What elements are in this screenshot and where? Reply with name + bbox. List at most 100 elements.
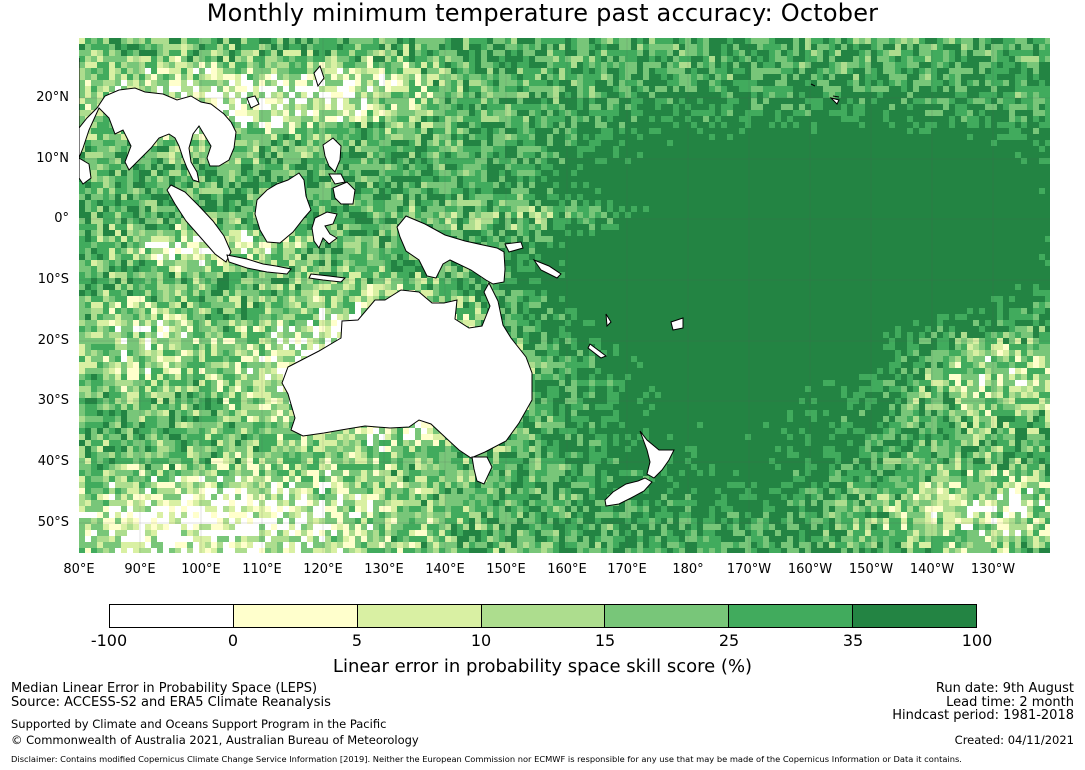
- skill-cell: [937, 206, 944, 213]
- skill-cell: [1045, 170, 1050, 177]
- skill-cell: [421, 128, 428, 135]
- skill-cell: [385, 110, 392, 117]
- skill-cell: [559, 200, 566, 207]
- skill-cell: [757, 122, 764, 129]
- skill-score-map[interactable]: [79, 38, 1050, 553]
- skill-cell: [829, 206, 836, 213]
- skill-cell: [277, 176, 284, 183]
- skill-cell: [451, 218, 458, 225]
- skill-cell: [1039, 176, 1046, 183]
- skill-cell: [919, 164, 926, 171]
- skill-cell: [787, 134, 794, 141]
- skill-cell: [1045, 98, 1050, 105]
- skill-cell: [109, 146, 116, 153]
- skill-cell: [937, 128, 944, 135]
- skill-cell: [385, 188, 392, 195]
- skill-cell: [829, 44, 836, 51]
- skill-cell: [955, 44, 962, 51]
- skill-cell: [319, 158, 326, 165]
- skill-cell: [547, 194, 554, 201]
- skill-cell: [763, 80, 770, 87]
- skill-cell: [973, 128, 980, 135]
- skill-cell: [697, 92, 704, 99]
- skill-cell: [367, 68, 374, 75]
- skill-cell: [79, 92, 86, 99]
- skill-cell: [253, 152, 260, 159]
- skill-cell: [631, 140, 638, 147]
- skill-cell: [385, 146, 392, 153]
- skill-cell: [283, 140, 290, 147]
- skill-cell: [745, 74, 752, 81]
- skill-cell: [433, 200, 440, 207]
- skill-cell: [241, 152, 248, 159]
- skill-cell: [799, 92, 806, 99]
- skill-cell: [367, 194, 374, 201]
- skill-cell: [733, 98, 740, 105]
- skill-cell: [367, 158, 374, 165]
- skill-cell: [973, 158, 980, 165]
- skill-cell: [685, 128, 692, 135]
- skill-cell: [955, 146, 962, 153]
- skill-cell: [133, 200, 140, 207]
- skill-cell: [121, 80, 128, 87]
- skill-cell: [451, 68, 458, 75]
- skill-cell: [685, 158, 692, 165]
- skill-cell: [151, 188, 158, 195]
- skill-cell: [109, 200, 116, 207]
- skill-cell: [1015, 50, 1022, 57]
- skill-cell: [667, 56, 674, 63]
- skill-cell: [451, 128, 458, 135]
- skill-cell: [847, 110, 854, 117]
- skill-cell: [925, 68, 932, 75]
- skill-cell: [823, 140, 830, 147]
- skill-cell: [529, 188, 536, 195]
- skill-cell: [493, 128, 500, 135]
- skill-cell: [907, 92, 914, 99]
- skill-cell: [859, 110, 866, 117]
- skill-cell: [715, 188, 722, 195]
- skill-cell: [661, 146, 668, 153]
- skill-cell: [79, 212, 86, 219]
- skill-cell: [367, 38, 374, 45]
- skill-cell: [973, 122, 980, 129]
- skill-cell: [91, 206, 98, 213]
- skill-cell: [631, 218, 638, 225]
- skill-cell: [121, 164, 128, 171]
- skill-cell: [169, 176, 176, 183]
- skill-cell: [613, 80, 620, 87]
- skill-cell: [445, 38, 452, 45]
- skill-cell: [523, 110, 530, 117]
- skill-cell: [601, 218, 608, 225]
- skill-cell: [577, 68, 584, 75]
- skill-cell: [1003, 188, 1010, 195]
- skill-cell: [949, 170, 956, 177]
- skill-cell: [241, 200, 248, 207]
- skill-cell: [631, 188, 638, 195]
- skill-cell: [349, 38, 356, 45]
- skill-cell: [553, 164, 560, 171]
- skill-cell: [751, 206, 758, 213]
- skill-cell: [985, 104, 992, 111]
- skill-cell: [439, 182, 446, 189]
- skill-cell: [607, 140, 614, 147]
- skill-cell: [841, 152, 848, 159]
- skill-cell: [145, 80, 152, 87]
- skill-cell: [457, 44, 464, 51]
- skill-cell: [97, 110, 104, 117]
- skill-cell: [547, 218, 554, 225]
- skill-cell: [217, 188, 224, 195]
- skill-cell: [91, 98, 98, 105]
- skill-cell: [811, 38, 818, 45]
- skill-cell: [295, 116, 302, 123]
- skill-cell: [931, 206, 938, 213]
- skill-cell: [811, 74, 818, 81]
- skill-cell: [1039, 74, 1046, 81]
- skill-cell: [853, 92, 860, 99]
- skill-cell: [583, 98, 590, 105]
- skill-cell: [691, 212, 698, 219]
- skill-cell: [97, 164, 104, 171]
- skill-cell: [283, 134, 290, 141]
- skill-cell: [769, 140, 776, 147]
- skill-cell: [619, 86, 626, 93]
- skill-cell: [853, 104, 860, 111]
